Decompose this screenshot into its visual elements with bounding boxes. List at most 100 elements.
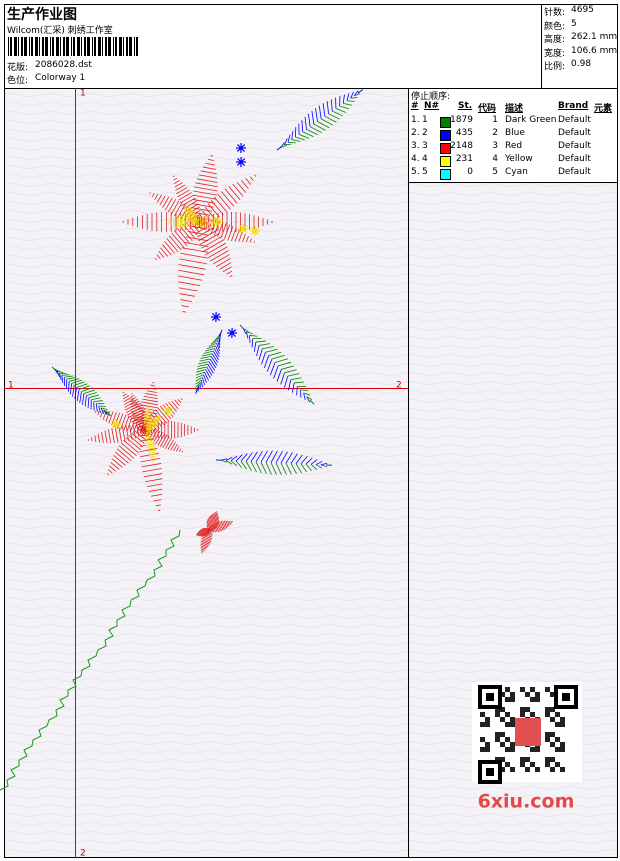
stitch — [155, 504, 161, 507]
bar-line — [35, 37, 38, 56]
stitch — [146, 390, 157, 393]
color-swatch — [440, 117, 451, 128]
stitch — [304, 116, 307, 130]
stitch — [280, 372, 285, 385]
bar-line — [18, 37, 19, 56]
qr-cell — [495, 737, 500, 742]
stitch — [148, 422, 156, 429]
bar-line — [87, 37, 90, 56]
stitch — [287, 373, 300, 377]
qr-cell — [550, 707, 555, 712]
stitch — [176, 228, 191, 244]
needle: 3 — [422, 141, 428, 151]
qr-cell — [510, 692, 515, 697]
stitch — [56, 370, 64, 374]
qr-cell — [525, 692, 530, 697]
stitch — [229, 275, 233, 278]
qr-cell — [545, 757, 550, 762]
qr-cell — [535, 692, 540, 697]
stitch — [93, 400, 103, 403]
qr-cell — [550, 767, 555, 772]
stitch — [114, 451, 129, 464]
barcode — [8, 37, 138, 56]
stitch — [184, 203, 199, 212]
stitch — [207, 159, 215, 161]
stitch — [200, 380, 203, 388]
stitch — [200, 547, 207, 550]
qr-cell — [510, 717, 515, 722]
stitch — [170, 200, 180, 215]
stat-value: 0.98 — [571, 59, 592, 69]
stitches: 2148 — [450, 141, 473, 151]
stitch — [200, 543, 209, 548]
stitch — [223, 520, 228, 529]
stitch — [255, 450, 263, 463]
stitch — [160, 247, 169, 257]
stitch — [295, 454, 303, 464]
qr-cell — [500, 717, 505, 722]
stitch — [228, 520, 231, 525]
stitch — [180, 398, 183, 401]
stitch — [290, 453, 298, 464]
stitch — [146, 445, 156, 448]
stitch — [148, 387, 157, 390]
stitch — [197, 532, 200, 537]
stitch — [201, 353, 213, 357]
stitch — [137, 428, 148, 437]
stitch — [200, 540, 210, 545]
qr-cell — [530, 747, 535, 752]
color-swatch — [440, 156, 451, 167]
stitch — [220, 458, 228, 461]
stitch — [145, 443, 156, 446]
qr-cell — [545, 732, 550, 737]
stitch — [184, 204, 187, 206]
stitch — [73, 381, 85, 386]
stitch — [151, 418, 159, 425]
stitch — [175, 184, 186, 191]
stitch — [113, 454, 126, 466]
column-header: Brand — [558, 101, 589, 111]
stitch — [197, 226, 215, 238]
stitch — [56, 370, 61, 378]
stitch — [118, 445, 135, 459]
qr-cell — [545, 687, 550, 692]
stitch — [288, 141, 296, 144]
stitch — [200, 550, 204, 552]
stitch — [207, 246, 228, 259]
qr-cell — [500, 742, 505, 747]
stitch — [276, 369, 282, 382]
stitch — [260, 450, 268, 463]
bar-line — [113, 37, 114, 56]
stitch — [225, 456, 233, 461]
stitch — [214, 334, 221, 341]
qr-cell — [485, 717, 490, 722]
stitch — [151, 192, 155, 198]
stitch — [110, 461, 120, 470]
stitch — [220, 459, 228, 463]
qr-cell — [525, 767, 530, 772]
stitch — [263, 355, 270, 369]
stitch — [94, 411, 97, 413]
stitch — [245, 452, 253, 462]
stitch — [343, 102, 352, 106]
stitch — [139, 448, 158, 453]
stitch — [173, 179, 180, 184]
stitch — [152, 430, 161, 443]
qr-cell — [545, 737, 550, 742]
stitch — [249, 334, 258, 337]
description: Yellow — [505, 154, 533, 164]
stitch — [108, 411, 114, 424]
stitch — [204, 527, 208, 536]
stitch — [310, 459, 318, 465]
stitch — [305, 463, 313, 472]
stitch — [202, 536, 212, 541]
stitch — [97, 433, 101, 443]
stitch — [318, 105, 322, 119]
stitch — [91, 437, 93, 442]
stitch — [203, 239, 225, 252]
qr-cell — [550, 692, 555, 697]
stitch — [158, 415, 161, 418]
stitch — [242, 328, 249, 332]
stitch — [290, 377, 302, 380]
bar-line — [77, 37, 80, 56]
